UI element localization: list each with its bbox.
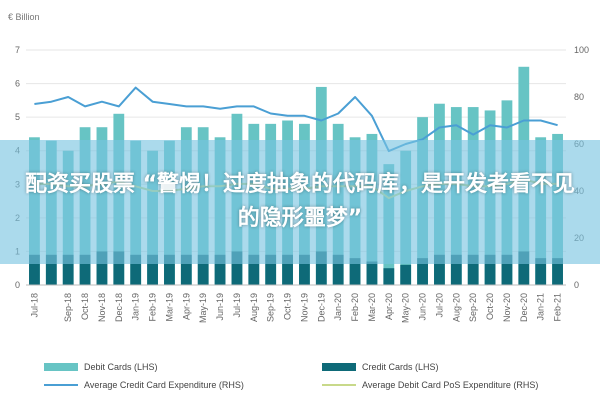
bar-credit-cards <box>197 254 209 285</box>
x-axis-tick-label: Jan-20 <box>333 293 343 321</box>
x-axis-tick-label: Sep-18 <box>63 293 73 322</box>
chart-legend: Debit Cards (LHS) Credit Cards (LHS) Ave… <box>44 360 584 396</box>
line-avg-credit-expenditure <box>34 86 558 153</box>
x-axis-tick-label: Sep-19 <box>266 293 276 322</box>
bar-credit-cards <box>96 251 108 285</box>
bar-credit-cards <box>484 254 496 285</box>
right-axis-tick-label: 80 <box>574 92 584 102</box>
bar-credit-cards <box>147 254 158 285</box>
legend-label-avg-debit: Average Debit Card PoS Expenditure (RHS) <box>362 380 539 390</box>
legend-item-avg-debit: Average Debit Card PoS Expenditure (RHS) <box>322 378 538 392</box>
legend-swatch-debit-cards <box>44 363 78 371</box>
x-axis-tick-label: Jul-19 <box>232 293 242 318</box>
x-axis-tick-label: Nov-20 <box>502 293 512 322</box>
legend-swatch-avg-debit <box>322 384 356 386</box>
x-axis-tick-label: Jan-21 <box>536 293 546 321</box>
x-axis-tick-label: Apr-20 <box>384 293 394 320</box>
x-axis-tick-label: Jan-19 <box>131 293 141 321</box>
x-axis-tick-label: Apr-19 <box>181 293 191 320</box>
left-axis-tick-label: 5 <box>15 112 20 122</box>
bar-credit-cards <box>282 254 293 285</box>
bar-credit-cards <box>450 254 462 285</box>
bar-credit-cards <box>467 254 479 285</box>
legend-item-credit-cards: Credit Cards (LHS) <box>322 360 439 374</box>
x-axis-tick-label: Feb-20 <box>350 293 360 322</box>
x-axis-tick-label: Dec-19 <box>316 293 326 322</box>
bar-credit-cards <box>315 251 327 285</box>
bar-credit-cards <box>79 254 91 285</box>
bar-credit-cards <box>518 251 530 285</box>
bar-credit-cards <box>332 254 344 285</box>
bar-credit-cards <box>535 258 547 285</box>
left-axis-tick-label: 6 <box>15 79 20 89</box>
bar-credit-cards <box>29 254 40 285</box>
x-axis-tick-label: Dec-20 <box>519 293 529 322</box>
legend-label-credit-cards: Credit Cards (LHS) <box>362 362 439 372</box>
bar-credit-cards <box>552 258 563 285</box>
bar-credit-cards <box>214 254 226 285</box>
x-axis-tick-label: Jun-19 <box>215 293 225 321</box>
x-axis-tick-label: Jun-20 <box>418 293 428 321</box>
legend-swatch-avg-credit <box>44 384 78 386</box>
left-axis-title: € Billion <box>8 12 40 22</box>
bar-credit-cards <box>400 264 412 285</box>
bar-credit-cards <box>62 254 74 285</box>
x-axis-tick-label: Nov-18 <box>97 293 107 322</box>
bar-credit-cards <box>130 254 142 285</box>
x-axis-tick-label: Oct-20 <box>485 293 495 320</box>
bar-credit-cards <box>366 261 378 285</box>
x-axis-tick-label: Feb-19 <box>148 293 158 322</box>
bar-credit-cards <box>434 254 445 285</box>
bar-credit-cards <box>45 254 57 285</box>
legend-swatch-credit-cards <box>322 363 356 371</box>
x-axis-tick-label: May-20 <box>401 293 411 323</box>
bar-credit-cards <box>265 254 277 285</box>
x-axis-tick-label: Dec-18 <box>114 293 124 322</box>
x-axis-tick-label: Oct-19 <box>283 293 293 320</box>
x-axis-tick-label: Nov-19 <box>299 293 309 322</box>
x-axis-tick-label: Feb-21 <box>553 293 563 322</box>
x-axis-tick-label: Mar-20 <box>367 293 377 322</box>
legend-label-debit-cards: Debit Cards (LHS) <box>84 362 158 372</box>
left-axis-tick-label: 7 <box>15 45 20 55</box>
legend-item-debit-cards: Debit Cards (LHS) <box>44 360 158 374</box>
bar-credit-cards <box>299 254 310 285</box>
left-axis-tick-label: 0 <box>15 280 20 290</box>
bar-credit-cards <box>383 268 395 285</box>
overlay-banner-text: 配资买股票 “警惕！过度抽象的代码库，是开发者看不见的隐形噩梦” <box>24 172 576 231</box>
bar-credit-cards <box>501 254 513 285</box>
x-axis-tick-label: May-19 <box>198 293 208 323</box>
bar-credit-cards <box>180 254 192 285</box>
x-axis-tick-label: Jul-18 <box>29 293 39 318</box>
x-axis-tick-label: Aug-20 <box>451 293 461 322</box>
bar-credit-cards <box>231 251 243 285</box>
x-axis-tick-label: Sep-20 <box>468 293 478 322</box>
right-axis-tick-label: 100 <box>574 45 589 55</box>
bar-credit-cards <box>164 254 175 285</box>
x-axis-tick-label: Mar-19 <box>164 293 174 322</box>
bar-credit-cards <box>417 258 428 285</box>
x-axis-tick-label: Aug-19 <box>249 293 259 322</box>
right-axis-tick-label: 0 <box>574 280 579 290</box>
legend-item-avg-credit: Average Credit Card Expenditure (RHS) <box>44 378 244 392</box>
bar-credit-cards <box>113 251 125 285</box>
x-axis-tick-label: Jul-20 <box>434 293 444 318</box>
bar-credit-cards <box>248 254 260 285</box>
overlay-banner: 配资买股票 “警惕！过度抽象的代码库，是开发者看不见的隐形噩梦” <box>0 140 600 264</box>
bar-credit-cards <box>349 258 361 285</box>
x-axis-tick-label: Oct-18 <box>80 293 90 320</box>
legend-label-avg-credit: Average Credit Card Expenditure (RHS) <box>84 380 244 390</box>
